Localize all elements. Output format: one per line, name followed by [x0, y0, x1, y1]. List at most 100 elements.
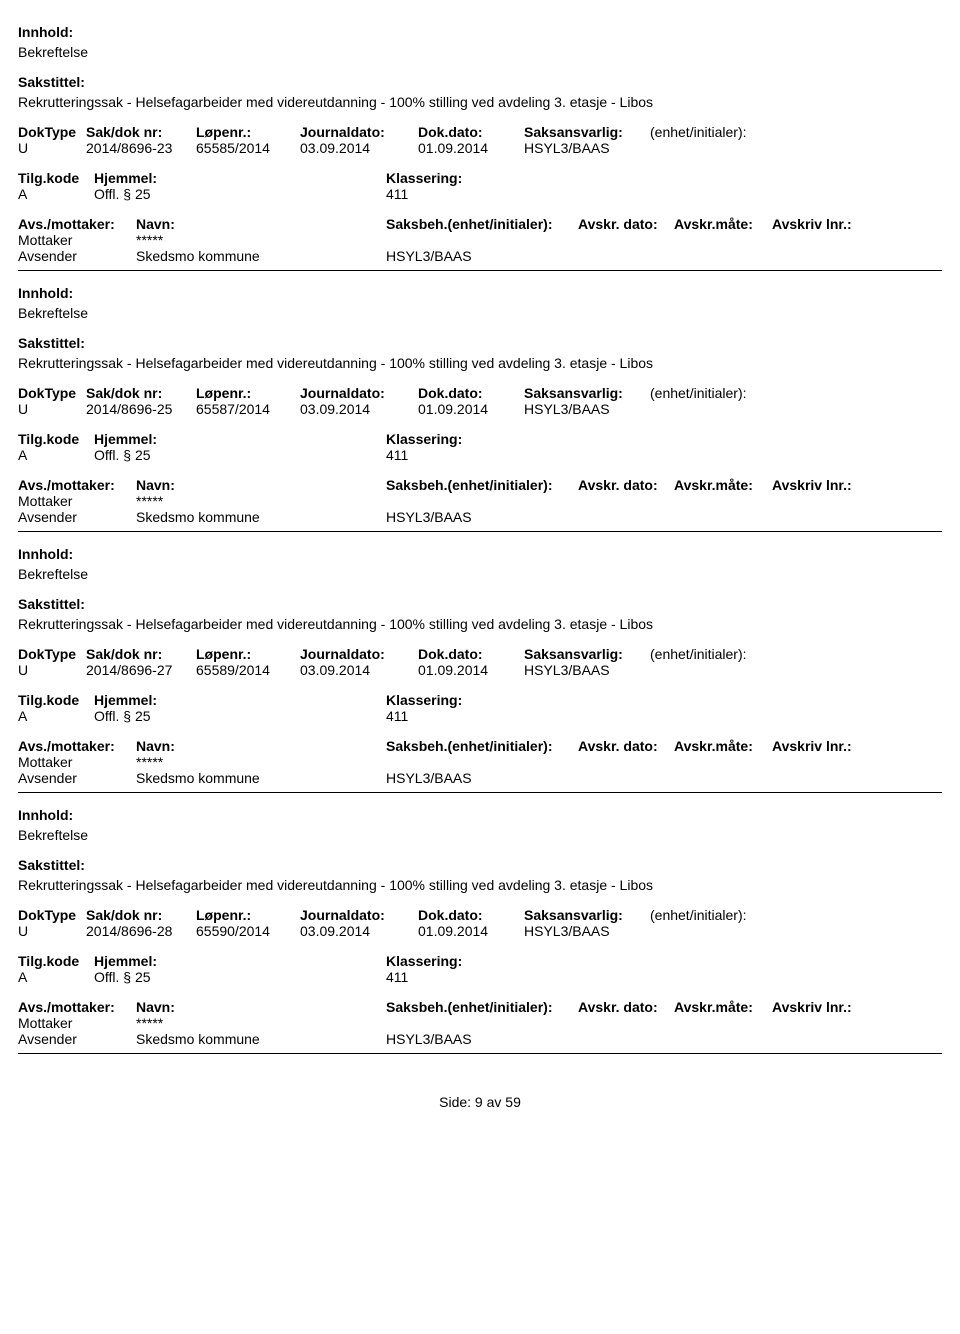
journal-record: Innhold: Bekreftelse Sakstittel: Rekrutt… — [18, 807, 942, 1054]
avskrdato-label: Avskr. dato: — [578, 999, 674, 1015]
journaldato-value: 03.09.2014 — [300, 140, 418, 156]
enhet-label: (enhet/initialer): — [650, 646, 942, 662]
journaldato-value: 03.09.2014 — [300, 662, 418, 678]
hjemmel-value: Offl. § 25 — [94, 969, 386, 985]
innhold-label: Innhold: — [18, 285, 942, 301]
sakdoknr-label: Sak/dok nr: — [86, 907, 196, 923]
saksansvarlig-value: HSYL3/BAAS — [524, 140, 650, 156]
klassering-label: Klassering: — [386, 431, 942, 447]
klassering-value: 411 — [386, 447, 942, 463]
innhold-label: Innhold: — [18, 807, 942, 823]
navn-label: Navn: — [136, 738, 386, 754]
sakdoknr-label: Sak/dok nr: — [86, 124, 196, 140]
record-divider — [18, 531, 942, 532]
avsender-role: Avsender — [18, 509, 136, 525]
saksbeh-label: Saksbeh.(enhet/initialer): — [386, 738, 578, 754]
doktype-label: DokType — [18, 646, 86, 662]
mottaker-role: Mottaker — [18, 493, 136, 509]
journal-record: Innhold: Bekreftelse Sakstittel: Rekrutt… — [18, 285, 942, 532]
hjemmel-label: Hjemmel: — [94, 431, 386, 447]
page-footer: Side: 9 av 59 — [18, 1094, 942, 1110]
avsender-navn: Skedsmo kommune — [136, 770, 386, 786]
enhet-label: (enhet/initialer): — [650, 385, 942, 401]
hjemmel-label: Hjemmel: — [94, 692, 386, 708]
saksansvarlig-value: HSYL3/BAAS — [524, 923, 650, 939]
journaldato-value: 03.09.2014 — [300, 401, 418, 417]
mottaker-role: Mottaker — [18, 232, 136, 248]
innhold-value: Bekreftelse — [18, 44, 942, 60]
navn-label: Navn: — [136, 999, 386, 1015]
saksbeh-label: Saksbeh.(enhet/initialer): — [386, 216, 578, 232]
doktype-label: DokType — [18, 907, 86, 923]
sakstittel-value: Rekrutteringssak - Helsefagarbeider med … — [18, 877, 942, 893]
avskrmaate-label: Avskr.måte: — [674, 738, 772, 754]
doktype-label: DokType — [18, 385, 86, 401]
hjemmel-value: Offl. § 25 — [94, 708, 386, 724]
sakstittel-value: Rekrutteringssak - Helsefagarbeider med … — [18, 94, 942, 110]
navn-label: Navn: — [136, 477, 386, 493]
dokdato-value: 01.09.2014 — [418, 923, 524, 939]
journaldato-label: Journaldato: — [300, 907, 418, 923]
saksansvarlig-label: Saksansvarlig: — [524, 124, 650, 140]
record-divider — [18, 1053, 942, 1054]
dokdato-label: Dok.dato: — [418, 124, 524, 140]
lopenr-value: 65589/2014 — [196, 662, 300, 678]
avskrmaate-label: Avskr.måte: — [674, 999, 772, 1015]
avsender-code: HSYL3/BAAS — [386, 248, 942, 264]
avsender-role: Avsender — [18, 770, 136, 786]
sakstittel-label: Sakstittel: — [18, 857, 942, 873]
tilgkode-label: Tilg.kode — [18, 953, 94, 969]
mottaker-navn: ***** — [136, 754, 386, 770]
saksbeh-label: Saksbeh.(enhet/initialer): — [386, 999, 578, 1015]
doktype-value: U — [18, 140, 86, 156]
tilgkode-label: Tilg.kode — [18, 431, 94, 447]
lopenr-label: Løpenr.: — [196, 385, 300, 401]
avskrdato-label: Avskr. dato: — [578, 738, 674, 754]
saksansvarlig-label: Saksansvarlig: — [524, 907, 650, 923]
avsender-navn: Skedsmo kommune — [136, 248, 386, 264]
saksansvarlig-label: Saksansvarlig: — [524, 385, 650, 401]
innhold-label: Innhold: — [18, 546, 942, 562]
mottaker-role: Mottaker — [18, 1015, 136, 1031]
record-divider — [18, 270, 942, 271]
lopenr-value: 65590/2014 — [196, 923, 300, 939]
lopenr-value: 65587/2014 — [196, 401, 300, 417]
dokdato-label: Dok.dato: — [418, 907, 524, 923]
tilgkode-label: Tilg.kode — [18, 170, 94, 186]
mottaker-navn: ***** — [136, 493, 386, 509]
avskrdato-label: Avskr. dato: — [578, 477, 674, 493]
sakstittel-label: Sakstittel: — [18, 74, 942, 90]
dokdato-value: 01.09.2014 — [418, 401, 524, 417]
dokdato-label: Dok.dato: — [418, 385, 524, 401]
hjemmel-label: Hjemmel: — [94, 953, 386, 969]
doktype-label: DokType — [18, 124, 86, 140]
enhet-label: (enhet/initialer): — [650, 907, 942, 923]
saksbeh-label: Saksbeh.(enhet/initialer): — [386, 477, 578, 493]
journaldato-label: Journaldato: — [300, 124, 418, 140]
avskrdato-label: Avskr. dato: — [578, 216, 674, 232]
sakdoknr-value: 2014/8696-27 — [86, 662, 196, 678]
klassering-label: Klassering: — [386, 692, 942, 708]
doktype-value: U — [18, 923, 86, 939]
doktype-value: U — [18, 662, 86, 678]
journaldato-value: 03.09.2014 — [300, 923, 418, 939]
navn-label: Navn: — [136, 216, 386, 232]
hjemmel-label: Hjemmel: — [94, 170, 386, 186]
klassering-label: Klassering: — [386, 170, 942, 186]
innhold-value: Bekreftelse — [18, 566, 942, 582]
dokdato-value: 01.09.2014 — [418, 662, 524, 678]
klassering-value: 411 — [386, 186, 942, 202]
record-divider — [18, 792, 942, 793]
klassering-label: Klassering: — [386, 953, 942, 969]
saksansvarlig-value: HSYL3/BAAS — [524, 401, 650, 417]
doktype-value: U — [18, 401, 86, 417]
innhold-value: Bekreftelse — [18, 827, 942, 843]
sakstittel-value: Rekrutteringssak - Helsefagarbeider med … — [18, 616, 942, 632]
avsmottaker-label: Avs./mottaker: — [18, 477, 136, 493]
saksansvarlig-value: HSYL3/BAAS — [524, 662, 650, 678]
innhold-value: Bekreftelse — [18, 305, 942, 321]
klassering-value: 411 — [386, 969, 942, 985]
sakdoknr-value: 2014/8696-23 — [86, 140, 196, 156]
sakdoknr-value: 2014/8696-25 — [86, 401, 196, 417]
sakdoknr-label: Sak/dok nr: — [86, 385, 196, 401]
